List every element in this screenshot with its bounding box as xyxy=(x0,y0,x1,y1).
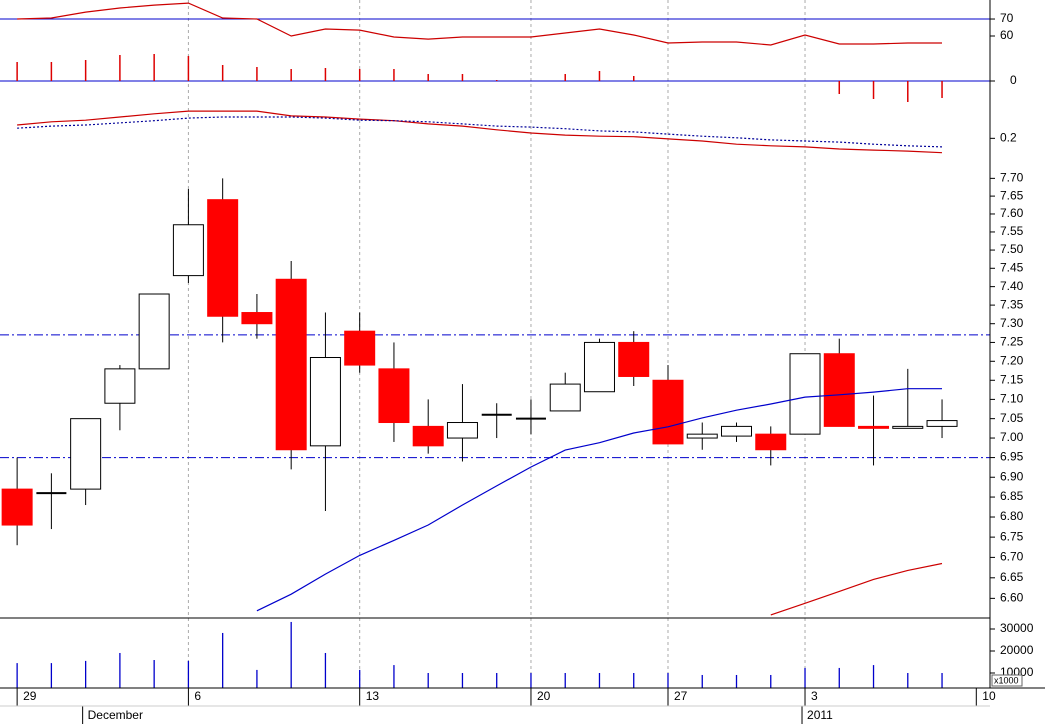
axis-unit: x1000 xyxy=(991,674,1023,687)
candle-body xyxy=(446,422,478,439)
y-tick-label: 7.10 xyxy=(1000,392,1024,406)
candle-body xyxy=(583,341,615,393)
x-tick-label: 20 xyxy=(537,689,551,703)
y-tick-label: 7.00 xyxy=(1000,430,1024,444)
x-tick-label: 10 xyxy=(982,689,996,703)
candle-body xyxy=(892,425,924,429)
y-tick-label: 7.05 xyxy=(1000,411,1024,425)
y-tick-label: 7.15 xyxy=(1000,372,1024,386)
y-tick-label: 7.70 xyxy=(1000,171,1024,185)
y-tick-label: 6.70 xyxy=(1000,550,1024,564)
y-tick-label: 6.95 xyxy=(1000,450,1024,464)
y-tick-label: 7.30 xyxy=(1000,316,1024,330)
candle-body xyxy=(70,418,102,490)
candle-body xyxy=(926,420,958,427)
y-tick-label: 7.40 xyxy=(1000,279,1024,293)
line-series xyxy=(17,110,943,154)
y-tick-label: 7.45 xyxy=(1000,260,1024,274)
candle-body xyxy=(241,312,273,325)
y-tick-label: 70 xyxy=(1000,11,1014,25)
y-tick-label: 7.35 xyxy=(1000,297,1024,311)
candle-body xyxy=(755,433,787,451)
candle-body xyxy=(412,425,444,447)
candle-body xyxy=(789,353,821,435)
y-tick-label: 30000 xyxy=(1000,621,1034,635)
candle-body xyxy=(823,353,855,427)
candle-body xyxy=(104,368,136,404)
candle-body xyxy=(378,368,410,424)
month-label: December xyxy=(88,708,143,722)
candle-body xyxy=(1,488,33,526)
y-tick-label: 6.65 xyxy=(1000,570,1024,584)
y-tick-label: 20000 xyxy=(1000,643,1034,657)
y-tick-label: 6.85 xyxy=(1000,489,1024,503)
line-series xyxy=(256,388,942,612)
candle-body xyxy=(172,224,204,277)
candle-body xyxy=(207,199,239,317)
y-tick-label: 6.90 xyxy=(1000,469,1024,483)
y-tick-label: 7.65 xyxy=(1000,188,1024,202)
candle-body xyxy=(652,379,684,445)
x-tick-label: 13 xyxy=(366,689,380,703)
axis-unit-box xyxy=(991,674,1023,687)
candle-body xyxy=(721,425,753,437)
x-tick-label: 3 xyxy=(811,689,818,703)
y-tick-label: 6.80 xyxy=(1000,509,1024,523)
y-tick-label: 0.2 xyxy=(1000,131,1017,145)
line-series xyxy=(770,562,943,616)
y-tick-label: 7.20 xyxy=(1000,353,1024,367)
y-tick-label: 6.60 xyxy=(1000,591,1024,605)
candle-body xyxy=(549,383,581,412)
candle-body xyxy=(686,433,718,439)
y-tick-label: 7.55 xyxy=(1000,224,1024,238)
y-tick-label: 6.75 xyxy=(1000,529,1024,543)
y-tick-label: 60 xyxy=(1000,28,1014,42)
y-tick-label: 7.60 xyxy=(1000,206,1024,220)
candle-body xyxy=(138,293,170,370)
candle-body xyxy=(344,330,376,366)
y-tick-label: 7.50 xyxy=(1000,242,1024,256)
x-tick-label: 29 xyxy=(23,689,37,703)
x-tick-label: 27 xyxy=(674,689,688,703)
candle-body xyxy=(618,341,650,377)
candle-body xyxy=(309,357,341,447)
y-tick-label: 0 xyxy=(1010,73,1017,87)
x-tick-label: 6 xyxy=(194,689,201,703)
line-series xyxy=(17,2,942,46)
candle-body xyxy=(275,278,307,451)
candle-body xyxy=(858,425,890,429)
axis-unit-label: x1000 xyxy=(994,675,1019,685)
y-tick-label: 7.25 xyxy=(1000,335,1024,349)
month-label: 2011 xyxy=(807,708,833,722)
